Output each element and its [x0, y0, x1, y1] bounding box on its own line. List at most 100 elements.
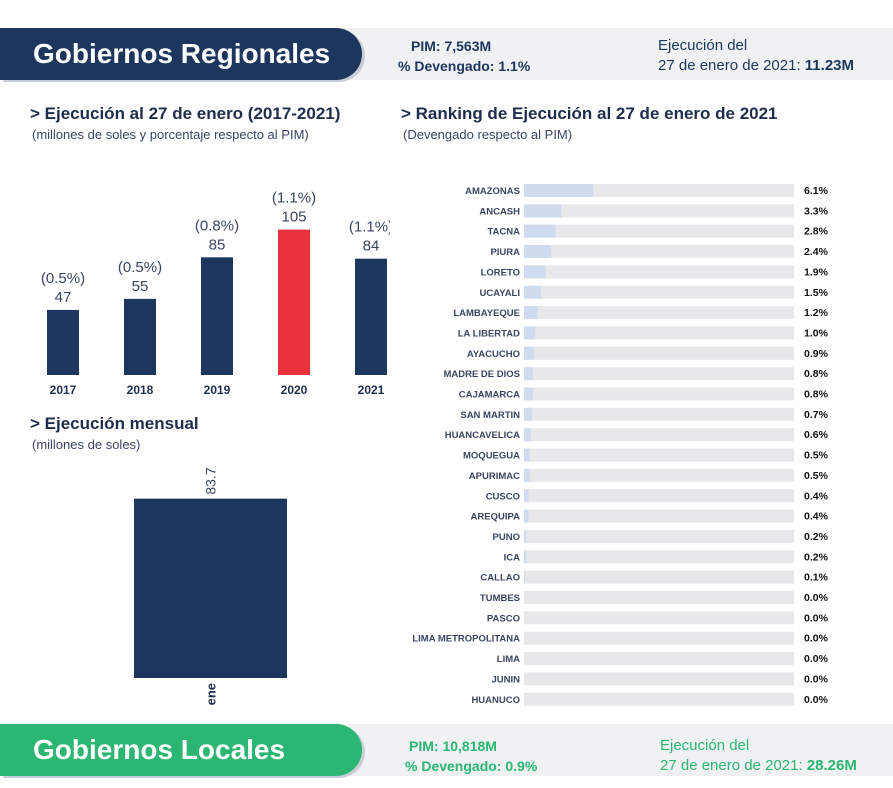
regional-ejecucion-block: Ejecución del 27 de enero de 2021: 11.23…	[658, 36, 854, 76]
ranking-bar-bg	[524, 265, 794, 279]
ranking-section-subtitle: (Devengado respecto al PIM)	[403, 127, 573, 142]
ranking-bar-bg	[524, 591, 794, 604]
ranking-bar-bg	[524, 672, 794, 686]
annual-bar-2020	[278, 229, 310, 375]
ranking-bar-bg	[524, 204, 794, 218]
ranking-region-label: LIMA	[497, 654, 520, 665]
ranking-value-label: 0.8%	[804, 389, 829, 401]
regional-ejecucion-line2: 27 de enero de 2021:	[658, 57, 801, 74]
ranking-region-label: PUNO	[493, 532, 520, 543]
ranking-region-label: AREQUIPA	[471, 512, 521, 523]
annual-value-label: 85	[209, 236, 226, 253]
ranking-value-label: 0.0%	[804, 633, 829, 645]
annual-x-tick: 2017	[50, 383, 77, 397]
annual-value-label: 47	[55, 289, 72, 306]
ranking-bar-bg	[524, 285, 794, 299]
regional-ejecucion-value: 11.23M	[804, 57, 855, 74]
ranking-value-label: 0.4%	[804, 511, 829, 523]
annual-bar-2017	[47, 309, 79, 375]
ranking-bar-amazonas	[524, 184, 594, 197]
ranking-bar-bg	[524, 326, 794, 340]
annual-section-subtitle: (millones de soles y porcentaje respecto…	[32, 127, 309, 142]
ranking-value-label: 0.0%	[804, 673, 829, 685]
ranking-bar-bg	[524, 570, 794, 584]
ranking-region-label: LORETO	[481, 267, 520, 278]
annual-x-tick: 2018	[127, 383, 154, 397]
monthly-section-title: > Ejecución mensual	[30, 414, 199, 433]
ranking-region-label: AMAZONAS	[465, 186, 520, 197]
ranking-value-label: 2.8%	[804, 226, 829, 238]
annual-pct-label: (1.1%)	[349, 219, 390, 236]
ranking-bar-bg	[524, 407, 794, 421]
ranking-region-label: JUNIN	[491, 674, 520, 685]
annual-x-tick: 2019	[204, 383, 231, 397]
annual-x-tick: 2020	[281, 383, 308, 397]
ranking-region-label: MOQUEGUA	[463, 451, 520, 462]
ranking-bar-bg	[524, 306, 794, 320]
ranking-value-label: 0.0%	[804, 612, 829, 624]
regional-pim-block: PIM: 7,563M % Devengado: 1.1%	[398, 36, 530, 76]
ranking-bar-bg	[524, 652, 794, 666]
ranking-region-label: SAN MARTIN	[460, 410, 520, 421]
annual-bar-2018	[124, 298, 156, 375]
ranking-bar-bg	[524, 448, 794, 462]
annual-bar-chart: 47 (0.5%) 2017 55 (0.5%) 2018 85 (0.8%) 2019 105 (…	[41, 190, 390, 397]
ranking-region-label: APURIMAC	[469, 471, 520, 482]
ranking-region-label: ANCASH	[479, 206, 520, 217]
ranking-bar-huancavelica	[524, 428, 531, 442]
ranking-region-label: CAJAMARCA	[459, 390, 520, 401]
ranking-bar-bg	[524, 224, 794, 238]
local-devengado-label: % Devengado:	[405, 758, 502, 774]
local-pim-block: PIM: 10,818M % Devengado: 0.9%	[405, 736, 537, 776]
ranking-region-label: LIMA METROPOLITANA	[412, 634, 520, 645]
ranking-value-label: 0.7%	[804, 409, 829, 421]
ranking-value-label: 0.0%	[804, 592, 829, 604]
ranking-bar-ayacucho	[524, 346, 535, 360]
ranking-region-label: TACNA	[487, 227, 520, 238]
ranking-bar-cajamarca	[524, 387, 534, 401]
ranking-region-label: ICA	[504, 552, 521, 563]
annual-x-tick: 2021	[358, 383, 385, 397]
ranking-bar-bg	[524, 631, 794, 645]
ranking-value-label: 0.5%	[804, 450, 829, 462]
ranking-bar-bg	[524, 367, 794, 381]
ranking-bar-tacna	[524, 224, 556, 238]
annual-pct-label: (0.5%)	[41, 270, 85, 287]
ranking-bar-ucayali	[524, 285, 542, 299]
monthly-x-tick: ene	[204, 683, 219, 705]
ranking-bar-loreto	[524, 265, 546, 279]
ranking-region-label: CUSCO	[486, 491, 520, 502]
ranking-bar-chart: AMAZONAS 6.1% ANCASH 3.3% TACNA 2.8% PIURA 2.4%…	[412, 184, 829, 706]
ranking-region-label: HUANCAVELICA	[445, 430, 520, 441]
annual-value-label: 84	[363, 238, 380, 255]
ranking-bar-puno	[524, 529, 527, 543]
ranking-region-label: PASCO	[487, 613, 520, 624]
ranking-bar-ancash	[524, 204, 562, 218]
annual-section-title: > Ejecución al 27 de enero (2017-2021)	[30, 104, 341, 123]
ranking-region-label: HUANUCO	[471, 695, 520, 706]
ranking-region-label: TUMBES	[480, 593, 520, 604]
ranking-value-label: 1.5%	[804, 287, 829, 299]
ranking-value-label: 1.2%	[804, 307, 829, 319]
ranking-value-label: 0.5%	[804, 470, 829, 482]
local-pim-label: PIM:	[409, 738, 439, 754]
ranking-bar-bg	[524, 346, 794, 360]
ranking-bar-bg	[524, 428, 794, 442]
annual-bar-2021	[355, 258, 387, 375]
ranking-value-label: 0.0%	[804, 653, 829, 665]
monthly-bar-ene	[134, 498, 287, 678]
local-devengado-value: 0.9%	[505, 758, 538, 774]
monthly-bar-chart: 83.7 ene	[134, 467, 287, 705]
ranking-bar-madre-de-dios	[524, 367, 534, 381]
ranking-bar-bg	[524, 529, 794, 543]
ranking-region-label: LA LIBERTAD	[458, 328, 520, 339]
regional-title: Gobiernos Regionales	[33, 38, 331, 69]
ranking-region-label: CALLAO	[480, 573, 520, 584]
ranking-value-label: 0.6%	[804, 429, 829, 441]
ranking-value-label: 1.0%	[804, 327, 829, 339]
ranking-value-label: 3.3%	[804, 205, 829, 217]
ranking-bar-ica	[524, 550, 527, 564]
annual-value-label: 55	[132, 278, 149, 295]
annual-pct-label: (0.5%)	[118, 259, 162, 276]
annual-bar-2019	[201, 257, 233, 375]
